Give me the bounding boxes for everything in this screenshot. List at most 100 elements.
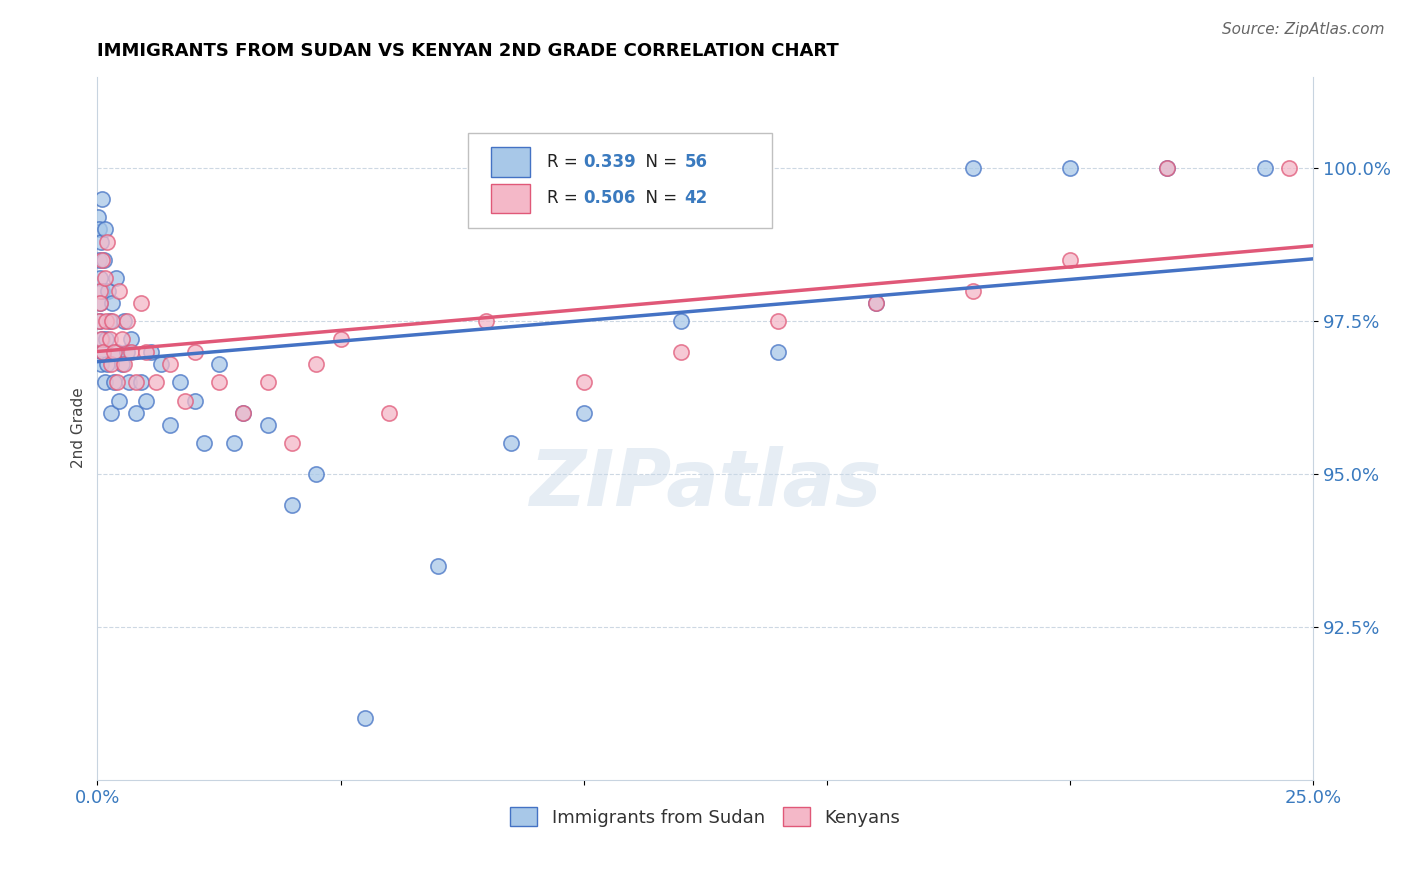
Point bbox=[87, 210, 110, 224]
Text: N =: N = bbox=[634, 153, 682, 170]
Point bbox=[208, 357, 231, 371]
Point bbox=[125, 406, 148, 420]
Point bbox=[93, 252, 115, 267]
Point bbox=[111, 333, 134, 347]
Point bbox=[378, 406, 401, 420]
Point bbox=[669, 344, 692, 359]
Point bbox=[111, 357, 134, 371]
Point bbox=[96, 357, 118, 371]
Point bbox=[475, 314, 498, 328]
Point bbox=[281, 436, 304, 450]
Y-axis label: 2nd Grade: 2nd Grade bbox=[72, 388, 86, 468]
Point bbox=[94, 333, 117, 347]
Legend: Immigrants from Sudan, Kenyans: Immigrants from Sudan, Kenyans bbox=[503, 800, 908, 834]
Point bbox=[193, 436, 215, 450]
Point bbox=[129, 295, 152, 310]
Point bbox=[1059, 252, 1081, 267]
Point bbox=[91, 344, 114, 359]
Point bbox=[101, 314, 124, 328]
FancyBboxPatch shape bbox=[491, 147, 530, 177]
Point bbox=[91, 344, 114, 359]
Point bbox=[329, 333, 352, 347]
Point bbox=[768, 314, 790, 328]
Point bbox=[208, 376, 231, 390]
Point bbox=[174, 393, 197, 408]
Text: 56: 56 bbox=[685, 153, 707, 170]
Point bbox=[183, 344, 205, 359]
Point bbox=[135, 393, 157, 408]
Point bbox=[94, 314, 117, 328]
Point bbox=[1253, 161, 1275, 176]
Point bbox=[305, 467, 328, 481]
Point bbox=[118, 376, 141, 390]
Point bbox=[305, 357, 328, 371]
Point bbox=[962, 161, 984, 176]
Point bbox=[104, 271, 127, 285]
Point bbox=[100, 357, 122, 371]
Point bbox=[169, 376, 191, 390]
Point bbox=[145, 376, 167, 390]
Point bbox=[256, 418, 278, 433]
Text: 42: 42 bbox=[685, 189, 707, 207]
Point bbox=[89, 271, 111, 285]
Point bbox=[91, 284, 114, 298]
Point bbox=[183, 393, 205, 408]
Point bbox=[103, 376, 125, 390]
Point bbox=[1156, 161, 1178, 176]
Point bbox=[865, 295, 887, 310]
Point bbox=[149, 357, 172, 371]
Point bbox=[115, 314, 138, 328]
Point bbox=[93, 271, 115, 285]
Point bbox=[100, 406, 122, 420]
Point bbox=[115, 344, 138, 359]
Point bbox=[499, 436, 522, 450]
Point bbox=[120, 344, 142, 359]
Point bbox=[112, 357, 135, 371]
Point bbox=[87, 314, 110, 328]
Point bbox=[103, 344, 125, 359]
Point bbox=[89, 295, 111, 310]
Point bbox=[962, 284, 984, 298]
Point bbox=[232, 406, 254, 420]
Text: R =: R = bbox=[547, 153, 583, 170]
Point bbox=[91, 252, 114, 267]
Point bbox=[98, 333, 121, 347]
Point bbox=[353, 711, 375, 725]
Point bbox=[120, 333, 142, 347]
FancyBboxPatch shape bbox=[491, 184, 530, 213]
Point bbox=[89, 314, 111, 328]
Point bbox=[105, 376, 128, 390]
Point bbox=[572, 376, 595, 390]
Point bbox=[90, 192, 112, 206]
Text: Source: ZipAtlas.com: Source: ZipAtlas.com bbox=[1222, 22, 1385, 37]
Point bbox=[89, 295, 111, 310]
Point bbox=[232, 406, 254, 420]
Point bbox=[159, 418, 181, 433]
Point bbox=[865, 295, 887, 310]
Point bbox=[108, 284, 131, 298]
Point bbox=[281, 498, 304, 512]
Point bbox=[97, 284, 120, 298]
Text: 0.506: 0.506 bbox=[583, 189, 636, 207]
Point bbox=[572, 406, 595, 420]
Point bbox=[96, 235, 118, 249]
Point bbox=[87, 252, 110, 267]
Point bbox=[112, 314, 135, 328]
Point bbox=[93, 376, 115, 390]
Point bbox=[222, 436, 245, 450]
Point bbox=[1156, 161, 1178, 176]
Text: N =: N = bbox=[634, 189, 682, 207]
Point bbox=[135, 344, 157, 359]
Point bbox=[768, 344, 790, 359]
Point bbox=[669, 314, 692, 328]
Point bbox=[139, 344, 162, 359]
Text: IMMIGRANTS FROM SUDAN VS KENYAN 2ND GRADE CORRELATION CHART: IMMIGRANTS FROM SUDAN VS KENYAN 2ND GRAD… bbox=[97, 42, 839, 60]
Point bbox=[90, 235, 112, 249]
Point bbox=[1059, 161, 1081, 176]
Point bbox=[101, 295, 124, 310]
Point bbox=[125, 376, 148, 390]
Point bbox=[256, 376, 278, 390]
Point bbox=[1278, 161, 1301, 176]
Point bbox=[89, 222, 111, 236]
Text: R =: R = bbox=[547, 189, 583, 207]
